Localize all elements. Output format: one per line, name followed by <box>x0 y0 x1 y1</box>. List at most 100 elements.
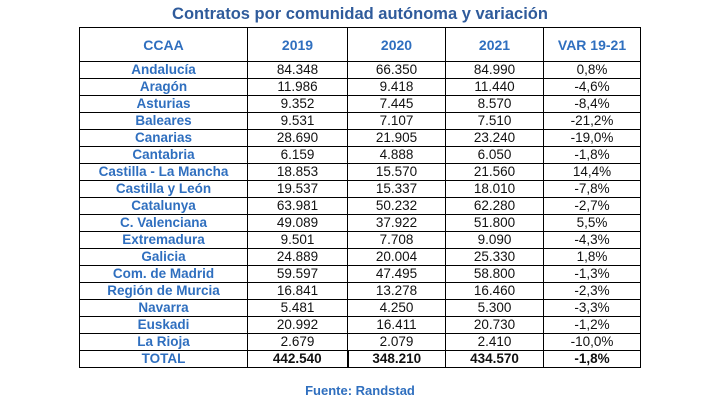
table-row: Aragón 11.986 9.418 11.440 -4,6% <box>79 78 641 96</box>
value-2019: 5.481 <box>247 299 348 317</box>
table-row: Navarra 5.481 4.250 5.300 -3,3% <box>79 299 641 317</box>
variation: -4,3% <box>543 231 641 249</box>
variation: 5,5% <box>543 214 641 232</box>
region-name: Andalucía <box>79 61 248 79</box>
variation: -8,4% <box>543 95 641 113</box>
variation: -2,7% <box>543 197 641 215</box>
table-row: Euskadi 20.992 16.411 20.730 -1,2% <box>79 316 641 334</box>
value-2021: 23.240 <box>445 129 544 147</box>
value-2020: 47.495 <box>347 265 446 283</box>
table-row: C. Valenciana 49.089 37.922 51.800 5,5% <box>79 214 641 232</box>
value-2021: 7.510 <box>445 112 544 130</box>
value-2020: 15.570 <box>347 163 446 181</box>
table-title: Contratos por comunidad autónoma y varia… <box>172 5 548 23</box>
value-2021: 16.460 <box>445 282 544 300</box>
region-name: Baleares <box>79 112 248 130</box>
value-2019: 9.501 <box>247 231 348 249</box>
table-row: Galicia 24.889 20.004 25.330 1,8% <box>79 248 641 266</box>
value-2020: 20.004 <box>347 248 446 266</box>
value-2019: 6.159 <box>247 146 348 164</box>
value-2019: 20.992 <box>247 316 348 334</box>
column-header-2019: 2019 <box>247 27 348 62</box>
value-2021: 8.570 <box>445 95 544 113</box>
column-header-variation: VAR 19-21 <box>543 27 641 62</box>
region-name: Región de Murcia <box>79 282 248 300</box>
value-2020: 4.250 <box>347 299 446 317</box>
table-row: Baleares 9.531 7.107 7.510 -21,2% <box>79 112 641 130</box>
table-row: Asturias 9.352 7.445 8.570 -8,4% <box>79 95 641 113</box>
value-2019: 9.531 <box>247 112 348 130</box>
variation: -2,3% <box>543 282 641 300</box>
value-2019: 28.690 <box>247 129 348 147</box>
region-name: Navarra <box>79 299 248 317</box>
value-2020: 16.411 <box>347 316 446 334</box>
total-2019: 442.540 <box>247 350 348 368</box>
value-2019: 49.089 <box>247 214 348 232</box>
value-2021: 2.410 <box>445 333 544 351</box>
region-name: Aragón <box>79 78 248 96</box>
value-2019: 84.348 <box>247 61 348 79</box>
table-row: Extremadura 9.501 7.708 9.090 -4,3% <box>79 231 641 249</box>
value-2021: 21.560 <box>445 163 544 181</box>
table-row: Región de Murcia 16.841 13.278 16.460 -2,3% <box>79 282 641 300</box>
value-2020: 13.278 <box>347 282 446 300</box>
variation: 0,8% <box>543 61 641 79</box>
value-2021: 84.990 <box>445 61 544 79</box>
value-2021: 9.090 <box>445 231 544 249</box>
value-2021: 25.330 <box>445 248 544 266</box>
value-2020: 7.107 <box>347 112 446 130</box>
value-2019: 16.841 <box>247 282 348 300</box>
value-2020: 50.232 <box>347 197 446 215</box>
variation: 1,8% <box>543 248 641 266</box>
region-name: Castilla y León <box>79 180 248 198</box>
region-name: Catalunya <box>79 197 248 215</box>
table-row: Com. de Madrid 59.597 47.495 58.800 -1,3% <box>79 265 641 283</box>
value-2020: 21.905 <box>347 129 446 147</box>
header-row: CCAA 2019 2020 2021 VAR 19-21 <box>79 27 641 62</box>
column-header-ccaa: CCAA <box>79 27 248 62</box>
region-name: Euskadi <box>79 316 248 334</box>
total-2020: 348.210 <box>346 350 446 368</box>
value-2020: 9.418 <box>347 78 446 96</box>
table-row: La Rioja 2.679 2.079 2.410 -10,0% <box>79 333 641 351</box>
value-2020: 7.708 <box>347 231 446 249</box>
table-row: Cantabria 6.159 4.888 6.050 -1,8% <box>79 146 641 164</box>
variation: -1,2% <box>543 316 641 334</box>
total-2021: 434.570 <box>445 350 544 368</box>
table-row: Andalucía 84.348 66.350 84.990 0,8% <box>79 61 641 79</box>
region-name: Com. de Madrid <box>79 265 248 283</box>
value-2020: 4.888 <box>347 146 446 164</box>
region-name: Galicia <box>79 248 248 266</box>
value-2020: 2.079 <box>347 333 446 351</box>
variation: 14,4% <box>543 163 641 181</box>
variation: -1,8% <box>543 146 641 164</box>
total-row: TOTAL 442.540 348.210 434.570 -1,8% <box>79 350 641 368</box>
table-row: Castilla y León 19.537 15.337 18.010 -7,8% <box>79 180 641 198</box>
table-row: Catalunya 63.981 50.232 62.280 -2,7% <box>79 197 641 215</box>
region-name: Extremadura <box>79 231 248 249</box>
variation: -7,8% <box>543 180 641 198</box>
total-variation: -1,8% <box>543 350 641 368</box>
value-2020: 66.350 <box>347 61 446 79</box>
value-2020: 7.445 <box>347 95 446 113</box>
column-header-2021: 2021 <box>445 27 544 62</box>
value-2019: 59.597 <box>247 265 348 283</box>
value-2021: 20.730 <box>445 316 544 334</box>
value-2019: 24.889 <box>247 248 348 266</box>
value-2021: 18.010 <box>445 180 544 198</box>
variation: -21,2% <box>543 112 641 130</box>
total-label: TOTAL <box>79 350 248 368</box>
value-2021: 58.800 <box>445 265 544 283</box>
column-header-2020: 2020 <box>347 27 446 62</box>
region-name: Castilla - La Mancha <box>79 163 248 181</box>
value-2021: 11.440 <box>445 78 544 96</box>
region-name: Cantabria <box>79 146 248 164</box>
table-row: Castilla - La Mancha 18.853 15.570 21.560 14… <box>79 163 641 181</box>
variation: -1,3% <box>543 265 641 283</box>
value-2019: 9.352 <box>247 95 348 113</box>
value-2021: 6.050 <box>445 146 544 164</box>
value-2020: 15.337 <box>347 180 446 198</box>
value-2019: 19.537 <box>247 180 348 198</box>
region-name: Asturias <box>79 95 248 113</box>
value-2021: 62.280 <box>445 197 544 215</box>
